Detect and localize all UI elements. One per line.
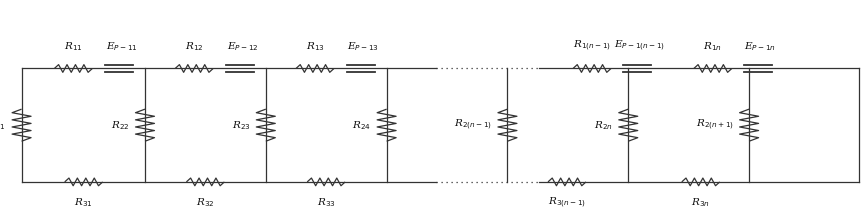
Text: E$_{P-1(n-1)}$: E$_{P-1(n-1)}$ — [614, 39, 665, 54]
Text: R$_{24}$: R$_{24}$ — [352, 119, 371, 132]
Text: R$_{1(n-1)}$: R$_{1(n-1)}$ — [573, 39, 611, 54]
Text: R$_{21}$: R$_{21}$ — [0, 119, 6, 132]
Text: R$_{2(n-1)}$: R$_{2(n-1)}$ — [454, 118, 492, 132]
Text: R$_{32}$: R$_{32}$ — [196, 196, 215, 209]
Text: R$_{3n}$: R$_{3n}$ — [691, 196, 710, 209]
Text: R$_{33}$: R$_{33}$ — [317, 196, 336, 209]
Text: E$_{P-13}$: E$_{P-13}$ — [348, 41, 379, 54]
Text: R$_{23}$: R$_{23}$ — [231, 119, 250, 132]
Text: E$_{P-12}$: E$_{P-12}$ — [227, 41, 258, 54]
Text: R$_{1n}$: R$_{1n}$ — [703, 41, 722, 54]
Text: R$_{2n}$: R$_{2n}$ — [594, 119, 613, 132]
Text: R$_{3(n-1)}$: R$_{3(n-1)}$ — [548, 196, 586, 210]
Text: R$_{11}$: R$_{11}$ — [64, 41, 83, 54]
Text: E$_{P-11}$: E$_{P-11}$ — [106, 41, 137, 54]
Text: R$_{31}$: R$_{31}$ — [74, 196, 93, 209]
Text: R$_{22}$: R$_{22}$ — [111, 119, 129, 132]
Text: R$_{13}$: R$_{13}$ — [306, 41, 324, 54]
Text: E$_{P-1n}$: E$_{P-1n}$ — [745, 41, 776, 54]
Text: R$_{2(n+1)}$: R$_{2(n+1)}$ — [696, 118, 734, 132]
Text: R$_{12}$: R$_{12}$ — [185, 41, 204, 54]
